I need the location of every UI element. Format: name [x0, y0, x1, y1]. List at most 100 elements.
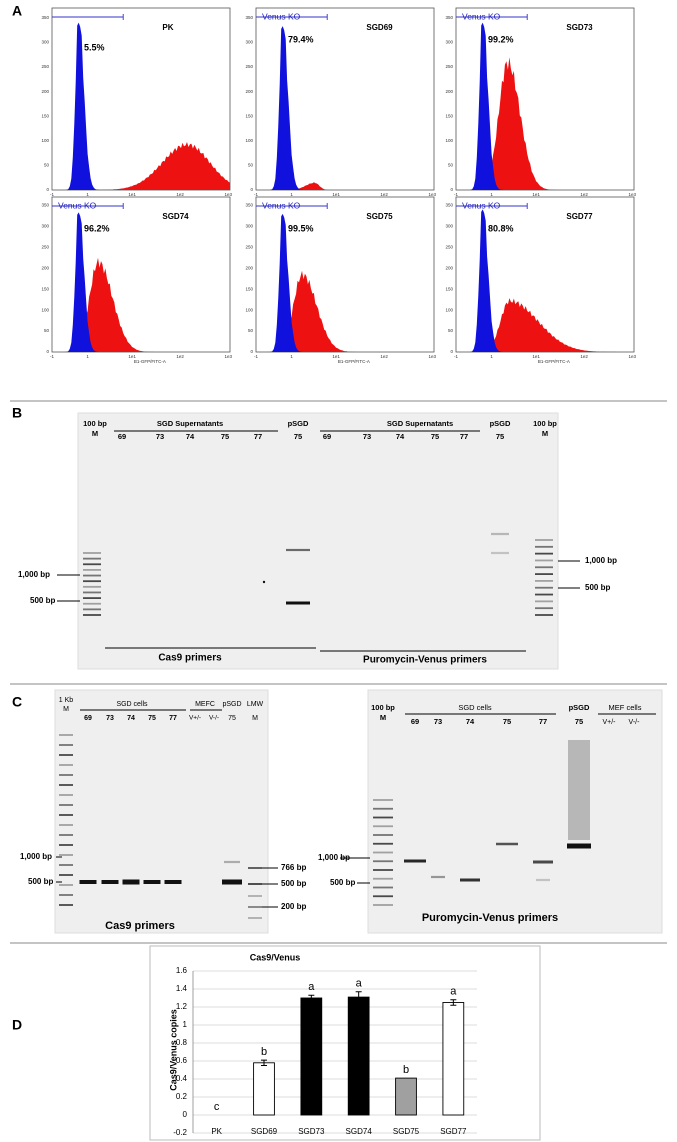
x-tick-label: 1e2 [580, 354, 588, 359]
lane-label: 77 [460, 432, 468, 441]
x-tick-label: -1 [454, 192, 458, 197]
y-tick-label: 50 [248, 328, 254, 333]
label: pSGD [490, 419, 511, 428]
band [59, 834, 73, 836]
gel [54, 689, 269, 934]
gate-label: Venus KO [462, 11, 501, 21]
chart-frame [149, 945, 541, 1141]
percent: 96.2% [84, 223, 110, 233]
band [59, 824, 73, 826]
band [83, 569, 101, 571]
band [59, 874, 73, 876]
label: 75 [294, 432, 302, 441]
primer-label: Cas9 primers [105, 920, 175, 932]
band [373, 834, 393, 836]
marker-label: 200 bp [281, 902, 306, 911]
band [404, 859, 426, 863]
lane-label: V+/- [189, 715, 201, 722]
y-tick-label: 350 [41, 15, 49, 20]
band [83, 608, 101, 611]
x-tick-label: 1e3 [628, 192, 636, 197]
y-tick-label: 250 [445, 244, 453, 249]
group-label: SGD Supernatants [387, 419, 453, 428]
label: 100 bp [533, 419, 557, 428]
lane-label: V-/- [629, 719, 641, 726]
band [535, 545, 553, 548]
y-tick-label: 150 [445, 113, 453, 118]
band [122, 879, 140, 885]
band [373, 816, 393, 819]
panel-label: A [12, 3, 22, 19]
band [536, 878, 550, 882]
band [373, 895, 393, 898]
label: M [63, 706, 69, 713]
marker-label: 1,000 bp [20, 852, 52, 861]
bar [300, 997, 323, 1116]
band [59, 854, 73, 856]
band [83, 563, 101, 566]
band [59, 884, 73, 886]
significance-letter: b [261, 1046, 267, 1058]
y-tick-label: 350 [445, 203, 453, 208]
y-tick-label: 0.2 [176, 1092, 188, 1101]
plot-title: SGD73 [566, 23, 593, 32]
x-tick-label: 1e2 [380, 354, 388, 359]
lane-label: 75 [148, 715, 156, 722]
band [224, 860, 240, 864]
significance-letter: a [308, 981, 315, 993]
band [373, 860, 393, 863]
bar [253, 1062, 275, 1116]
band [83, 580, 101, 583]
y-tick-label: 100 [245, 138, 253, 143]
primer-label: Puromycin-Venus primers [363, 655, 487, 666]
y-tick-label: 150 [245, 113, 253, 118]
y-tick-label: 1.6 [176, 966, 188, 975]
label: 100 bp [371, 703, 395, 712]
y-tick-label: 50 [248, 163, 254, 168]
marker-label: 1,000 bp [318, 853, 350, 862]
marker-label: 1,000 bp [18, 570, 50, 579]
x-tick-label: 1e2 [176, 354, 184, 359]
primer-label: Puromycin-Venus primers [422, 912, 558, 924]
bar [442, 1002, 465, 1116]
lane-label: 74 [466, 717, 475, 726]
bar [395, 1077, 417, 1116]
x-tick-label: 1e1 [128, 354, 136, 359]
panel-label: D [12, 1017, 22, 1033]
band [496, 842, 518, 846]
plot-title: SGD69 [366, 23, 393, 32]
y-tick-label: 150 [41, 113, 49, 118]
x-tick-label: 1e1 [332, 354, 340, 359]
band [535, 559, 553, 562]
band [59, 774, 73, 776]
lane-label: 74 [127, 715, 135, 722]
y-tick-label: 1.2 [176, 1002, 188, 1011]
x-tick-label: 1e1 [128, 192, 136, 197]
lane-label: 69 [411, 717, 419, 726]
band [535, 607, 553, 610]
label: M [542, 429, 548, 438]
percent: 99.2% [488, 34, 514, 44]
band [248, 917, 262, 919]
band [59, 904, 73, 906]
lane-label: 75 [503, 717, 511, 726]
axis-label: B1-GFP/FITC-A [134, 359, 166, 364]
band [248, 895, 262, 897]
percent: 80.8% [488, 223, 514, 233]
y-tick-label: 50 [44, 328, 50, 333]
gel [77, 412, 559, 670]
band [373, 825, 393, 828]
band [248, 883, 262, 885]
x-tick-label: 1 [86, 354, 89, 359]
y-tick-label: 250 [445, 64, 453, 69]
y-tick-label: 100 [445, 138, 453, 143]
y-tick-label: 150 [245, 286, 253, 291]
y-tick-label: 0.6 [176, 1056, 188, 1065]
y-tick-label: 300 [41, 224, 49, 229]
band [286, 548, 310, 552]
x-tick-label: SGD74 [346, 1127, 373, 1136]
y-tick-label: 250 [245, 64, 253, 69]
lane-label: 77 [539, 717, 547, 726]
band [83, 557, 101, 560]
error-bar [261, 1059, 267, 1066]
